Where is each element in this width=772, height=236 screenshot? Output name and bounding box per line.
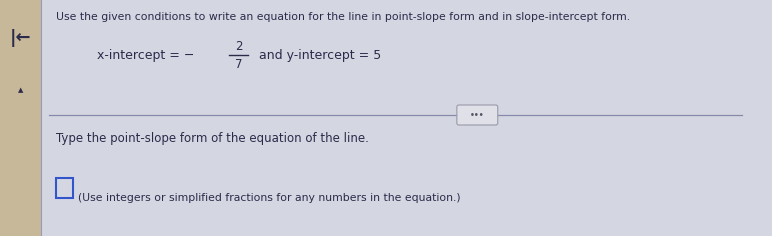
Text: ▲: ▲ (18, 87, 23, 93)
FancyBboxPatch shape (457, 105, 498, 125)
Text: Type the point-slope form of the equation of the line.: Type the point-slope form of the equatio… (56, 132, 368, 145)
Text: •••: ••• (470, 110, 485, 119)
Text: 2: 2 (235, 39, 242, 52)
Text: 7: 7 (235, 59, 242, 72)
Bar (56, 178, 73, 198)
Text: |←: |← (9, 29, 32, 47)
Text: Use the given conditions to write an equation for the line in point-slope form a: Use the given conditions to write an equ… (56, 12, 630, 22)
Text: x-intercept = −: x-intercept = − (97, 49, 195, 62)
Text: and y-intercept = 5: and y-intercept = 5 (256, 49, 381, 62)
Text: (Use integers or simplified fractions for any numbers in the equation.): (Use integers or simplified fractions fo… (78, 193, 461, 203)
Bar (0, 0, 41, 236)
